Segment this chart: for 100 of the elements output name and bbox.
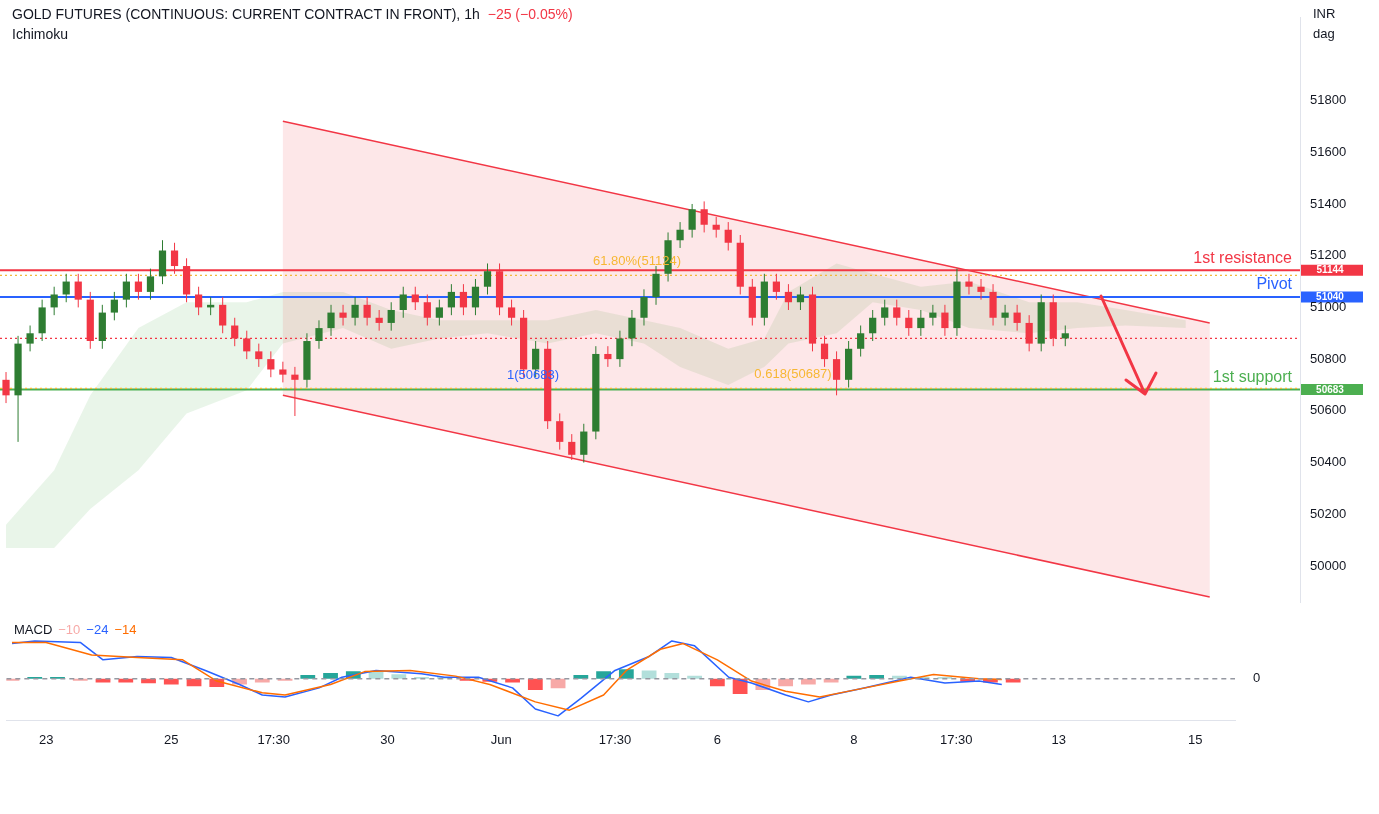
bar [141, 678, 156, 684]
candlestick [724, 221, 732, 252]
ref-line-label: 0 [1253, 670, 1261, 686]
candlestick [459, 283, 468, 316]
text: INR [1313, 5, 1336, 23]
candlestick [411, 286, 419, 311]
text: Ichimoku [12, 26, 69, 42]
candlestick [279, 361, 287, 383]
x-tick-label: 13 [1051, 731, 1066, 747]
candlestick [447, 283, 455, 316]
ref-line-label: Pivot [1256, 275, 1293, 293]
x-tick-label: 30 [380, 731, 395, 747]
x-tick-label: 15 [1187, 731, 1203, 747]
candlestick [327, 304, 335, 337]
candlestick [435, 299, 443, 327]
candlestick [399, 286, 407, 319]
candlestick [796, 286, 805, 311]
candlestick [640, 288, 648, 327]
x-tick-label: Jun [490, 731, 512, 747]
ref-line-label: 1st resistance [1193, 248, 1293, 266]
bar [527, 678, 543, 691]
bar [732, 678, 748, 694]
candlestick [580, 423, 588, 464]
text: −24 [86, 622, 109, 637]
text: dag [1313, 25, 1336, 43]
candlestick [977, 278, 985, 301]
text: −14 [114, 622, 137, 637]
candlestick [616, 330, 624, 368]
y-tick-label: 51800 [1310, 92, 1347, 108]
bar [823, 678, 839, 683]
candlestick [74, 273, 82, 308]
y-tick-label: 50600 [1310, 402, 1347, 418]
candlestick [700, 200, 708, 233]
candlestick [387, 301, 395, 332]
candlestick [857, 325, 865, 358]
candlestick [1061, 325, 1069, 347]
candlestick [881, 299, 889, 327]
candlestick [339, 304, 347, 327]
candlestick [122, 273, 130, 308]
bar [95, 678, 111, 683]
text: 50683 [1316, 383, 1345, 395]
y-tick-label: 50200 [1310, 505, 1347, 521]
candlestick [688, 203, 696, 239]
y-tick-label: 50000 [1310, 557, 1347, 573]
candlestick [351, 296, 359, 327]
candlestick [1001, 304, 1009, 327]
candlestick [110, 291, 118, 321]
x-tick-label: 17:30 [940, 731, 973, 747]
bar [505, 678, 520, 683]
candlestick [483, 262, 492, 295]
x-tick-label: 17:30 [598, 731, 632, 747]
y-tick-label: 51200 [1310, 247, 1347, 263]
bar [1005, 678, 1021, 683]
candlestick [917, 309, 925, 337]
bar [254, 678, 270, 683]
bar [641, 670, 657, 679]
candlestick [375, 309, 383, 332]
text: 51144 [1316, 264, 1345, 276]
candlestick [832, 350, 841, 396]
candlestick [628, 309, 636, 347]
annotation: −25 (−0.05%) [487, 6, 573, 22]
candlestick [772, 273, 780, 301]
candlestick [929, 304, 937, 327]
candlestick [869, 309, 877, 342]
candlestick [604, 345, 612, 368]
annotation: 0.618(50687) [754, 366, 832, 382]
bar [118, 678, 134, 683]
candlestick [315, 319, 323, 350]
candlestick [62, 273, 70, 303]
candlestick [1013, 304, 1021, 332]
candlestick [784, 283, 793, 311]
y-tick-label: 50800 [1310, 350, 1347, 366]
bar [323, 673, 338, 679]
chart-title: GOLD FUTURES (CONTINUOUS: CURRENT CONTRACT IN FRONT), 1h [12, 6, 480, 22]
bar [664, 673, 680, 679]
ref-line-label: 1st support [1212, 367, 1293, 385]
candlestick [134, 273, 143, 301]
y-tick-label: 51600 [1310, 143, 1347, 159]
y-tick-label: 51400 [1310, 195, 1347, 211]
candlestick [50, 286, 58, 316]
x-tick-label: 6 [713, 731, 721, 747]
text: MACD [14, 622, 53, 637]
candlestick [471, 278, 480, 316]
candlestick [568, 433, 576, 461]
candlestick [267, 350, 275, 378]
candlestick [363, 296, 371, 327]
candlestick [893, 299, 901, 327]
candlestick [26, 325, 34, 352]
candlestick [905, 309, 913, 337]
candlestick [219, 296, 227, 334]
x-tick-label: 23 [38, 731, 54, 747]
x-tick-label: 8 [850, 731, 858, 747]
y-tick-label: 50400 [1310, 454, 1347, 470]
candlestick [146, 268, 155, 301]
x-tick-label: 25 [164, 731, 179, 747]
text: −10 [58, 622, 81, 637]
candlestick [965, 273, 973, 295]
candlestick [2, 371, 10, 404]
candlestick [423, 293, 431, 327]
bar [778, 678, 794, 687]
